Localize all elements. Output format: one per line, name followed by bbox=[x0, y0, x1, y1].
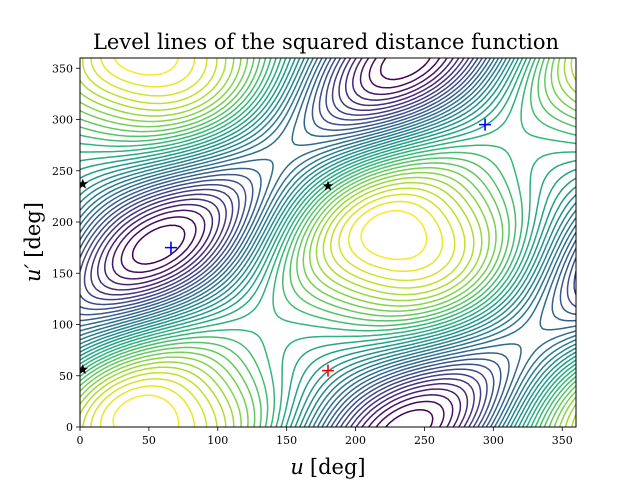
y-axis-label: u′ [deg] bbox=[21, 202, 45, 282]
contour-level-line bbox=[104, 58, 462, 427]
contour-level-line bbox=[90, 58, 456, 427]
contour-level-line bbox=[80, 58, 576, 427]
contour-level-line bbox=[80, 58, 576, 427]
contour-level-line bbox=[80, 58, 576, 427]
x-axis-ticks: 0 50 100 150 200 250 300 350 bbox=[77, 427, 573, 447]
saddle-star-marker bbox=[80, 364, 88, 375]
y-tick-label: 300 bbox=[52, 114, 73, 127]
contour-level-line bbox=[80, 58, 576, 427]
y-tick-label: 350 bbox=[52, 62, 73, 75]
chart-title: Level lines of the squared distance func… bbox=[93, 30, 559, 54]
contour-level-line bbox=[80, 58, 576, 427]
y-axis-label-unit: [deg] bbox=[21, 202, 45, 258]
critical-point-markers bbox=[80, 118, 492, 377]
contour-level-line bbox=[80, 58, 576, 427]
contour-level-line bbox=[80, 58, 576, 427]
contour-level-line bbox=[80, 58, 576, 427]
maximum-plus-marker bbox=[322, 364, 334, 377]
contour-lines bbox=[80, 58, 576, 427]
contour-level-line bbox=[80, 58, 576, 427]
contour-level-line bbox=[120, 58, 445, 427]
x-axis-label: u [deg] bbox=[290, 455, 365, 479]
y-tick-label: 250 bbox=[52, 165, 73, 178]
contour-level-line bbox=[80, 58, 576, 427]
x-tick-label: 50 bbox=[142, 434, 156, 447]
contour-level-line bbox=[80, 58, 576, 427]
contour-level-line bbox=[80, 58, 576, 427]
saddle-star-marker bbox=[322, 180, 334, 191]
x-tick-label: 250 bbox=[414, 434, 435, 447]
contour-level-line bbox=[80, 58, 576, 427]
x-axis-label-var: u bbox=[290, 455, 304, 479]
x-tick-label: 200 bbox=[345, 434, 366, 447]
contour-level-line bbox=[80, 58, 576, 427]
y-tick-label: 100 bbox=[52, 319, 73, 332]
y-axis-label-var: u′ bbox=[21, 263, 45, 282]
plot-frame bbox=[79, 57, 577, 428]
x-tick-label: 150 bbox=[276, 434, 297, 447]
contour-level-line bbox=[80, 58, 576, 427]
contour-level-line bbox=[80, 58, 576, 427]
contour-level-line bbox=[83, 58, 482, 427]
y-tick-label: 150 bbox=[52, 267, 73, 280]
y-tick-label: 200 bbox=[52, 216, 73, 229]
contour-level-line bbox=[80, 58, 576, 427]
contour-level-line bbox=[99, 58, 444, 427]
y-axis-ticks: 0 50 100 150 200 250 300 350 bbox=[52, 62, 80, 434]
saddle-star-marker bbox=[80, 178, 88, 189]
contour-level-line bbox=[80, 58, 576, 427]
contour-level-line bbox=[82, 58, 466, 427]
x-tick-label: 100 bbox=[207, 434, 228, 447]
contour-level-line bbox=[96, 58, 469, 427]
x-tick-label: 350 bbox=[552, 434, 573, 447]
contour-level-line bbox=[80, 58, 576, 427]
y-tick-label: 0 bbox=[66, 421, 73, 434]
minimum-plus-marker bbox=[479, 118, 492, 131]
x-tick-label: 300 bbox=[483, 434, 504, 447]
y-tick-label: 50 bbox=[59, 370, 73, 383]
x-axis-label-unit: [deg] bbox=[310, 455, 366, 479]
contour-level-line bbox=[112, 58, 428, 427]
minimum-plus-marker bbox=[164, 241, 177, 254]
x-tick-label: 0 bbox=[77, 434, 84, 447]
contour-level-line bbox=[90, 58, 475, 427]
contour-level-line bbox=[80, 58, 576, 427]
contour-level-line bbox=[80, 58, 576, 427]
